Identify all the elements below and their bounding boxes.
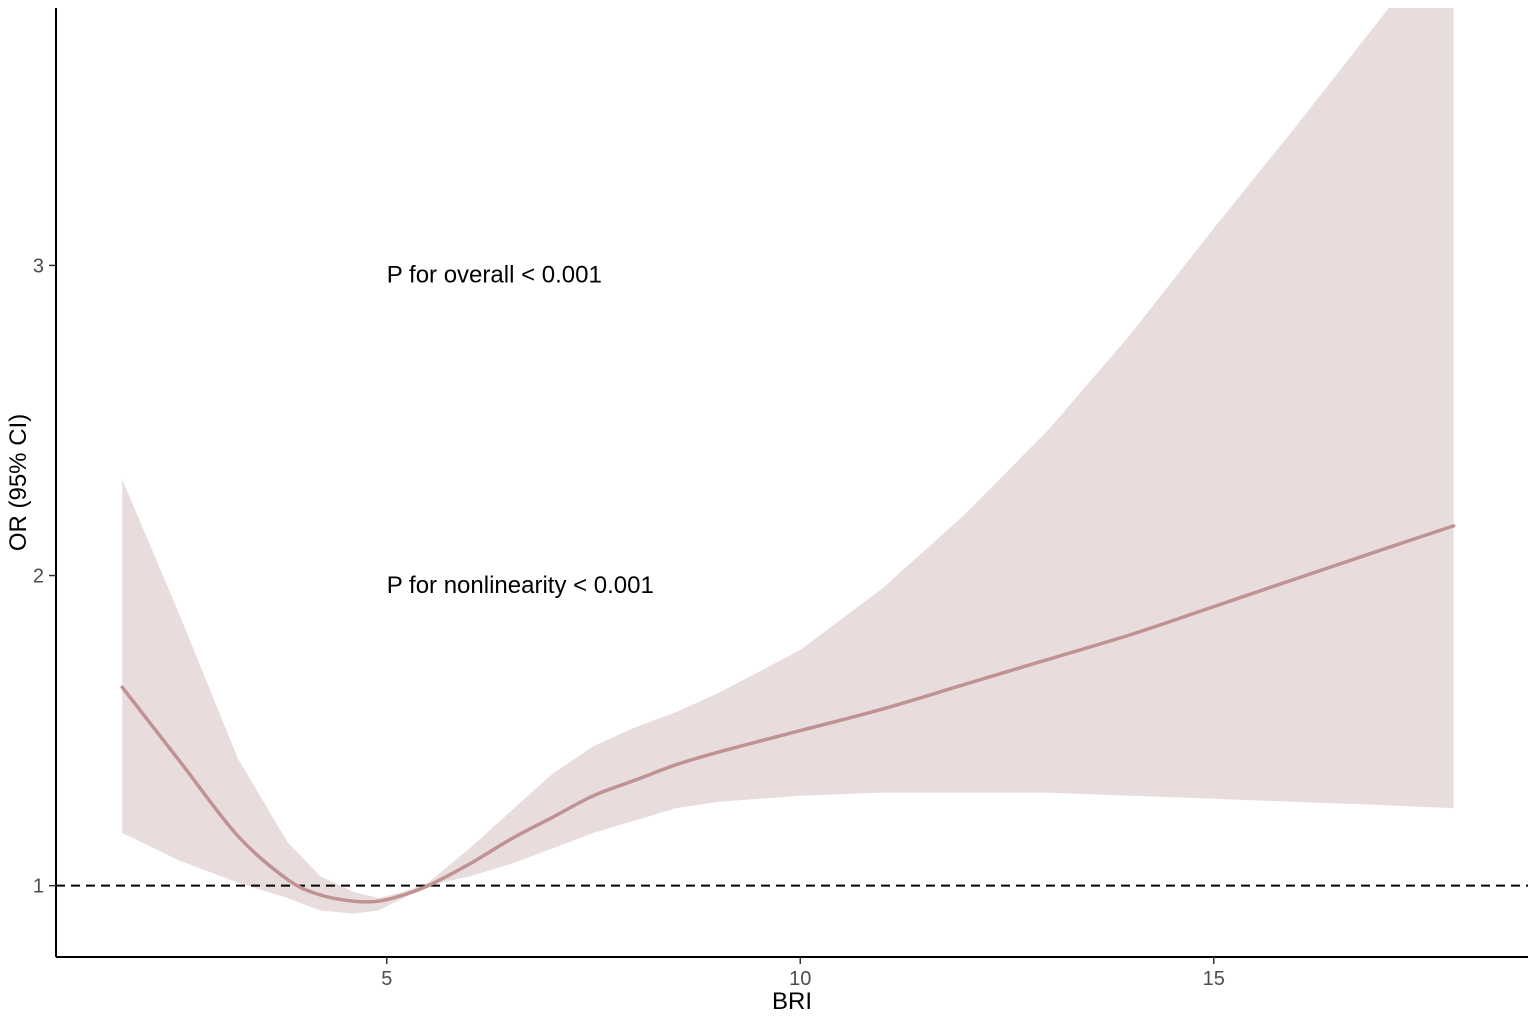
y-axis-title: OR (95% CI) [5,414,32,551]
axis-layer [55,8,1528,958]
p-nonlinearity-annotation: P for nonlinearity < 0.001 [387,572,654,599]
x-tick-label: 5 [381,968,392,990]
y-tick-label: 3 [33,255,44,277]
y-tick-label: 1 [33,876,44,898]
annotation-layer: P for overall < 0.001 P for nonlinearity … [387,262,654,599]
x-axis-title: BRI [772,988,812,1015]
or-curve-line [120,524,1456,904]
confidence-ribbon [122,8,1454,914]
p-overall-annotation: P for overall < 0.001 [387,262,602,289]
confidence-ribbon-layer [122,8,1454,914]
y-tick-label: 2 [33,566,44,588]
x-tick-label: 10 [789,968,811,990]
series-line-layer [120,524,1456,904]
x-tick-label: 15 [1203,968,1225,990]
ticks-layer: 5 10 15 1 2 3 [33,255,1225,990]
